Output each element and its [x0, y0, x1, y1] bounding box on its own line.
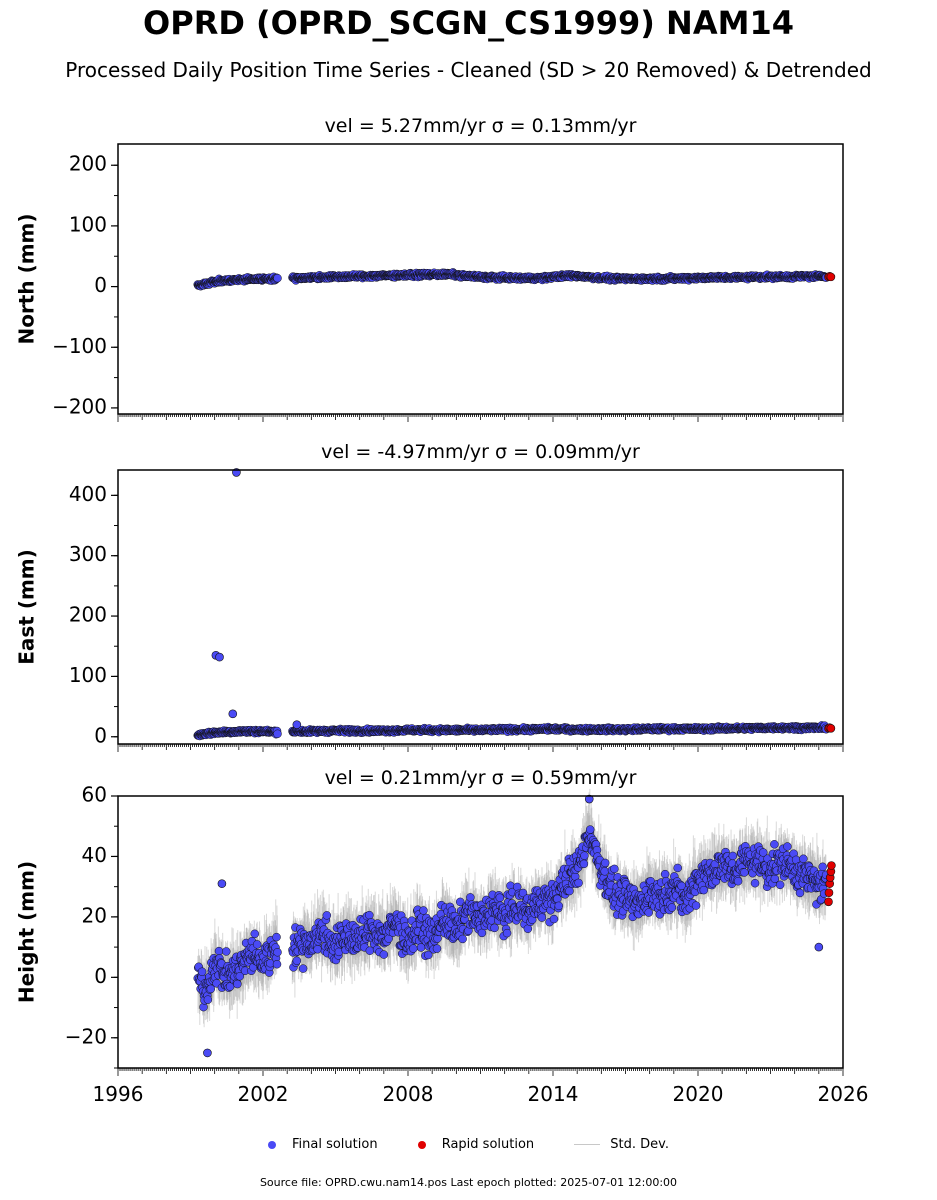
panel-2-ytick-label: 200	[69, 603, 107, 627]
panel-1-ytick-label: −100	[52, 334, 107, 358]
panel-2-ytick-label: 0	[94, 723, 107, 747]
panel-1-ytick-label: 0	[94, 273, 107, 297]
panel-1-ylabel: North (mm)	[15, 213, 39, 344]
chart-subtitle: Processed Daily Position Time Series - C…	[65, 58, 872, 82]
panel-1-ytick-label: −200	[52, 394, 107, 418]
panel-2-ytick-label: 300	[69, 542, 107, 566]
panel-1-final-point	[273, 273, 282, 283]
chart-title: OPRD (OPRD_SCGN_CS1999) NAM14	[143, 4, 794, 42]
panel-2-ytick-label: 400	[69, 482, 107, 506]
panel-2-ytick-label: 100	[69, 663, 107, 687]
panel-1-rapid-point	[826, 272, 836, 282]
panel-1-ytick-label: 100	[69, 212, 107, 236]
panel-1-title: vel = 5.27mm/yr σ = 0.13mm/yr	[325, 115, 637, 137]
panel-1-ytick-label: 200	[69, 152, 107, 176]
panel-2-ylabel: East (mm)	[15, 549, 39, 665]
panel-2-title: vel = -4.97mm/yr σ = 0.09mm/yr	[321, 441, 640, 463]
